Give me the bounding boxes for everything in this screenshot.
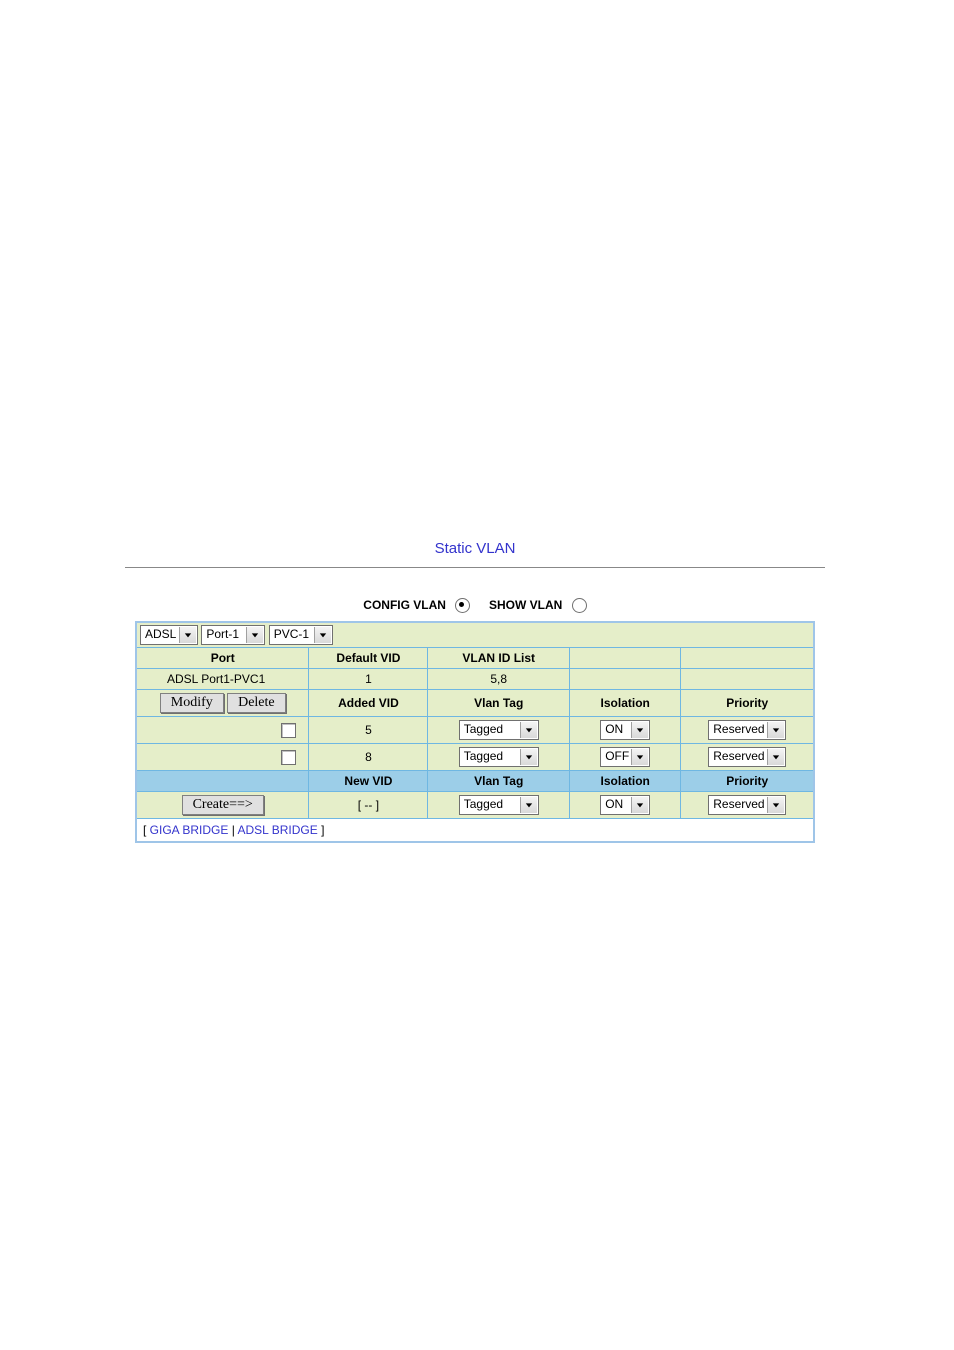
col-vlan-id-list: VLAN ID List xyxy=(428,648,570,669)
chevron-down-icon xyxy=(520,749,537,765)
vid-checkbox[interactable] xyxy=(281,723,296,738)
chevron-down-icon xyxy=(246,627,263,643)
col-empty-1 xyxy=(569,648,681,669)
port-empty-1 xyxy=(569,669,681,690)
isolation-value: OFF xyxy=(605,749,629,763)
new-isolation-select[interactable]: ON xyxy=(600,795,650,815)
vlan-table: ADSL Port-1 PVC-1 Port Default VID xyxy=(135,621,815,843)
chevron-down-icon xyxy=(314,627,331,643)
col-new-priority: Priority xyxy=(681,771,814,792)
priority-value: Reserved xyxy=(713,749,764,763)
table-header-row: Port Default VID VLAN ID List xyxy=(136,648,814,669)
isolation-select[interactable]: OFF xyxy=(600,747,650,767)
mode-selector: CONFIG VLAN SHOW VLAN xyxy=(125,598,825,613)
col-default-vid: Default VID xyxy=(309,648,428,669)
vid-row: 5 Tagged ON Reserved xyxy=(136,717,814,744)
isolation-select[interactable]: ON xyxy=(600,720,650,740)
delete-button[interactable]: Delete xyxy=(227,693,286,713)
new-vid-field[interactable]: [ -- ] xyxy=(309,792,428,819)
new-data-row: Create==> [ -- ] Tagged ON xyxy=(136,792,814,819)
selector-row: ADSL Port-1 PVC-1 xyxy=(136,622,814,648)
giga-bridge-link[interactable]: GIGA BRIDGE xyxy=(150,823,229,837)
col-port: Port xyxy=(136,648,309,669)
priority-select[interactable]: Reserved xyxy=(708,720,786,740)
type-select[interactable]: ADSL xyxy=(140,625,198,645)
pvc-select-value: PVC-1 xyxy=(274,627,309,641)
new-isolation-value: ON xyxy=(605,797,623,811)
new-header-row: New VID Vlan Tag Isolation Priority xyxy=(136,771,814,792)
new-priority-select[interactable]: Reserved xyxy=(708,795,786,815)
vlan-tag-value: Tagged xyxy=(464,722,503,736)
vid-checkbox[interactable] xyxy=(281,750,296,765)
show-vlan-label: SHOW VLAN xyxy=(489,598,562,612)
port-name: ADSL Port1-PVC1 xyxy=(136,669,309,690)
vid-value: 8 xyxy=(309,744,428,771)
new-vlan-tag-select[interactable]: Tagged xyxy=(459,795,539,815)
new-empty xyxy=(136,771,309,792)
vid-row: 8 Tagged OFF Reserved xyxy=(136,744,814,771)
type-select-value: ADSL xyxy=(145,627,176,641)
col-empty-2 xyxy=(681,648,814,669)
port-info-row: ADSL Port1-PVC1 1 5,8 xyxy=(136,669,814,690)
vlan-tag-select[interactable]: Tagged xyxy=(459,720,539,740)
col-new-vid: New VID xyxy=(309,771,428,792)
chevron-down-icon xyxy=(767,797,784,813)
col-added-vid: Added VID xyxy=(309,690,428,717)
col-new-isolation: Isolation xyxy=(569,771,681,792)
new-vlan-tag-value: Tagged xyxy=(464,797,503,811)
config-vlan-label: CONFIG VLAN xyxy=(363,598,446,612)
chevron-down-icon xyxy=(631,749,648,765)
port-vlan-id-list: 5,8 xyxy=(428,669,570,690)
links-row: [ GIGA BRIDGE | ADSL BRIDGE ] xyxy=(136,819,814,843)
chevron-down-icon xyxy=(767,749,784,765)
adsl-bridge-link[interactable]: ADSL BRIDGE xyxy=(237,823,317,837)
chevron-down-icon xyxy=(767,722,784,738)
pvc-select[interactable]: PVC-1 xyxy=(269,625,333,645)
chevron-down-icon xyxy=(520,797,537,813)
priority-select[interactable]: Reserved xyxy=(708,747,786,767)
port-default-vid: 1 xyxy=(309,669,428,690)
chevron-down-icon xyxy=(631,722,648,738)
chevron-down-icon xyxy=(179,627,196,643)
vlan-tag-value: Tagged xyxy=(464,749,503,763)
config-vlan-radio[interactable] xyxy=(455,598,470,613)
vid-value: 5 xyxy=(309,717,428,744)
col-isolation: Isolation xyxy=(569,690,681,717)
new-priority-value: Reserved xyxy=(713,797,764,811)
col-new-vlan-tag: Vlan Tag xyxy=(428,771,570,792)
page-title: Static VLAN xyxy=(125,540,825,557)
create-button[interactable]: Create==> xyxy=(182,795,264,815)
vlan-tag-select[interactable]: Tagged xyxy=(459,747,539,767)
chevron-down-icon xyxy=(520,722,537,738)
col-vlan-tag: Vlan Tag xyxy=(428,690,570,717)
links-open: [ xyxy=(143,823,150,837)
port-empty-2 xyxy=(681,669,814,690)
action-header-row: Modify Delete Added VID Vlan Tag Isolati… xyxy=(136,690,814,717)
chevron-down-icon xyxy=(631,797,648,813)
title-divider xyxy=(125,567,825,568)
isolation-value: ON xyxy=(605,722,623,736)
show-vlan-radio[interactable] xyxy=(572,598,587,613)
port-select-value: Port-1 xyxy=(206,627,239,641)
col-priority: Priority xyxy=(681,690,814,717)
links-close: ] xyxy=(318,823,325,837)
modify-button[interactable]: Modify xyxy=(160,693,224,713)
port-select[interactable]: Port-1 xyxy=(201,625,265,645)
priority-value: Reserved xyxy=(713,722,764,736)
